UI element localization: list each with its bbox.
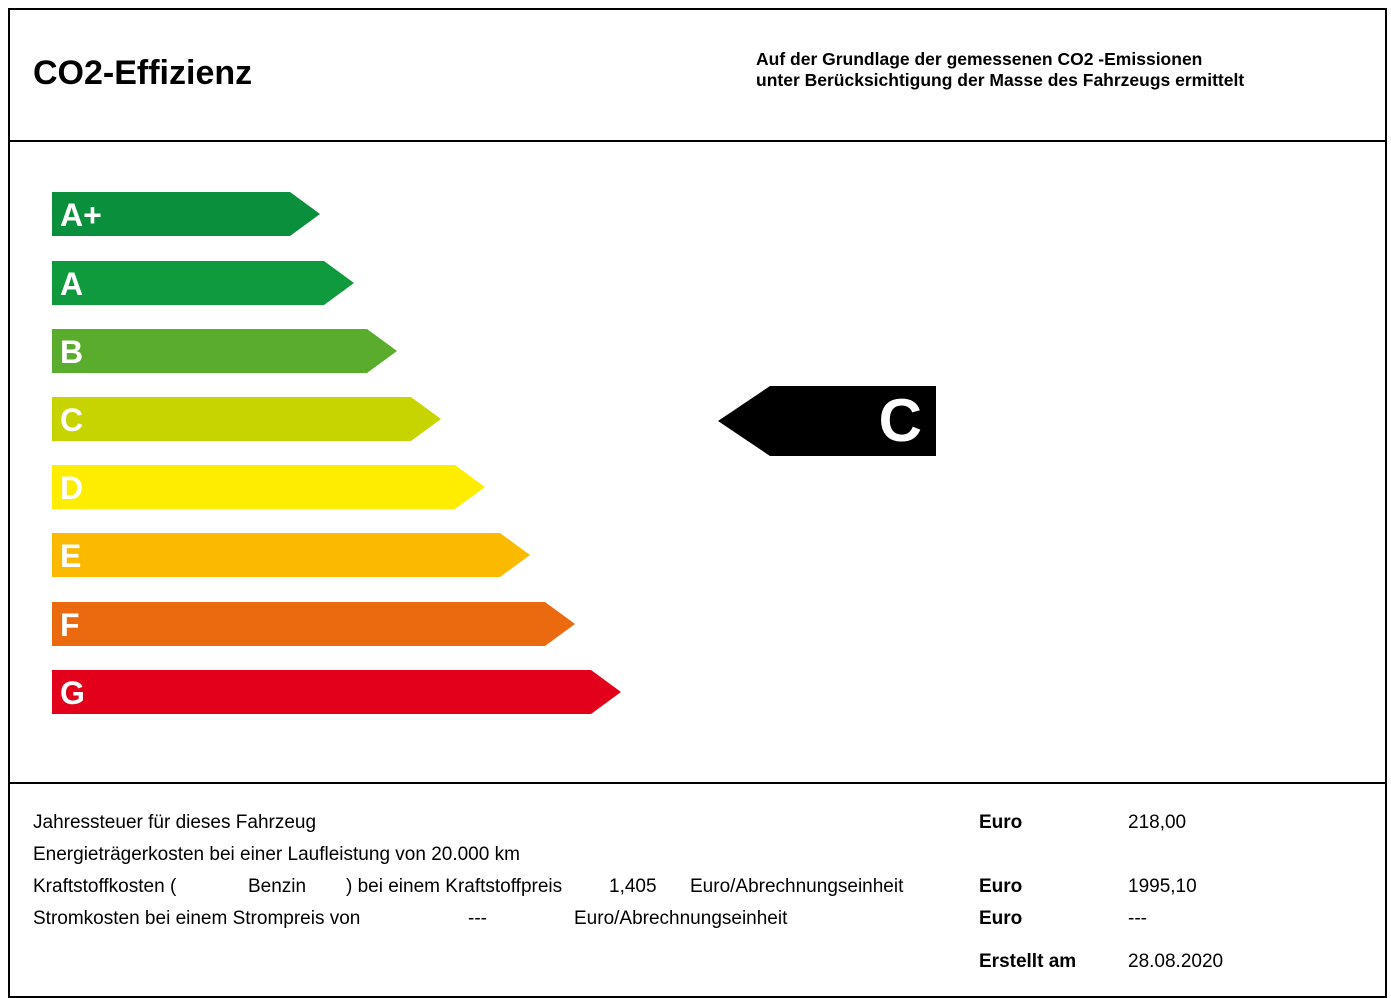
bar-shape: [52, 329, 397, 373]
current-class-label: C: [878, 387, 922, 454]
tax-value: 218,00: [1128, 812, 1187, 833]
bar-shape: [52, 670, 621, 714]
header-subtitle: Auf der Grundlage der gemessenen CO2 -Em…: [756, 49, 1244, 91]
bar-shape: [52, 602, 575, 646]
power-label: Stromkosten bei einem Strompreis von: [33, 908, 361, 929]
bar-label: E: [60, 538, 82, 574]
power-price-unit: Euro/Abrechnungseinheit: [574, 908, 788, 929]
label-header: CO2-Effizienz Auf der Grundlage der geme…: [10, 10, 1385, 142]
bar-label: C: [60, 402, 84, 438]
bar-label: B: [60, 334, 84, 370]
fuel-currency: Euro: [979, 876, 1023, 897]
fuel-type: Benzin: [248, 876, 307, 897]
fuel-mid-text: ) bei einem Kraftstoffpreis: [346, 876, 563, 897]
fuel-price-unit: Euro/Abrechnungseinheit: [690, 876, 904, 897]
fuel-price: 1,405: [609, 876, 657, 897]
power-price: ---: [468, 908, 487, 929]
bar-label: G: [60, 675, 85, 711]
power-currency: Euro: [979, 908, 1023, 929]
bar-shape: [52, 465, 485, 509]
bar-label: A: [60, 266, 84, 302]
energy-cost-label: Energieträgerkosten bei einer Laufleistu…: [33, 844, 520, 865]
power-cost-value: ---: [1128, 908, 1147, 929]
fuel-cost-value: 1995,10: [1128, 876, 1197, 897]
label-frame: CO2-Effizienz Auf der Grundlage der geme…: [8, 8, 1387, 998]
tax-label: Jahressteuer für dieses Fahrzeug: [33, 812, 317, 833]
bar-shape: [52, 397, 441, 441]
subtitle-line-2: unter Berücksichtigung der Masse des Fah…: [756, 70, 1245, 90]
cost-section: Jahressteuer für dieses Fahrzeug Euro 21…: [10, 784, 1385, 996]
bar-label: A+: [60, 197, 102, 233]
fuel-prefix: Kraftstoffkosten (: [33, 876, 177, 897]
created-date: 28.08.2020: [1128, 951, 1224, 972]
created-label: Erstellt am: [979, 951, 1077, 972]
efficiency-scale: A+ A B C D E F G: [10, 140, 1385, 784]
page-title: CO2-Effizienz: [33, 54, 253, 92]
indicator-arrow: [718, 386, 936, 456]
tax-currency: Euro: [979, 812, 1023, 833]
current-class-indicator: C: [718, 386, 936, 456]
subtitle-line-1: Auf der Grundlage der gemessenen CO2 -Em…: [756, 49, 1203, 69]
bar-label: D: [60, 470, 84, 506]
bar-shape: [52, 533, 530, 577]
bar-label: F: [60, 607, 80, 643]
bar-shape: [52, 192, 320, 236]
bar-shape: [52, 261, 354, 305]
